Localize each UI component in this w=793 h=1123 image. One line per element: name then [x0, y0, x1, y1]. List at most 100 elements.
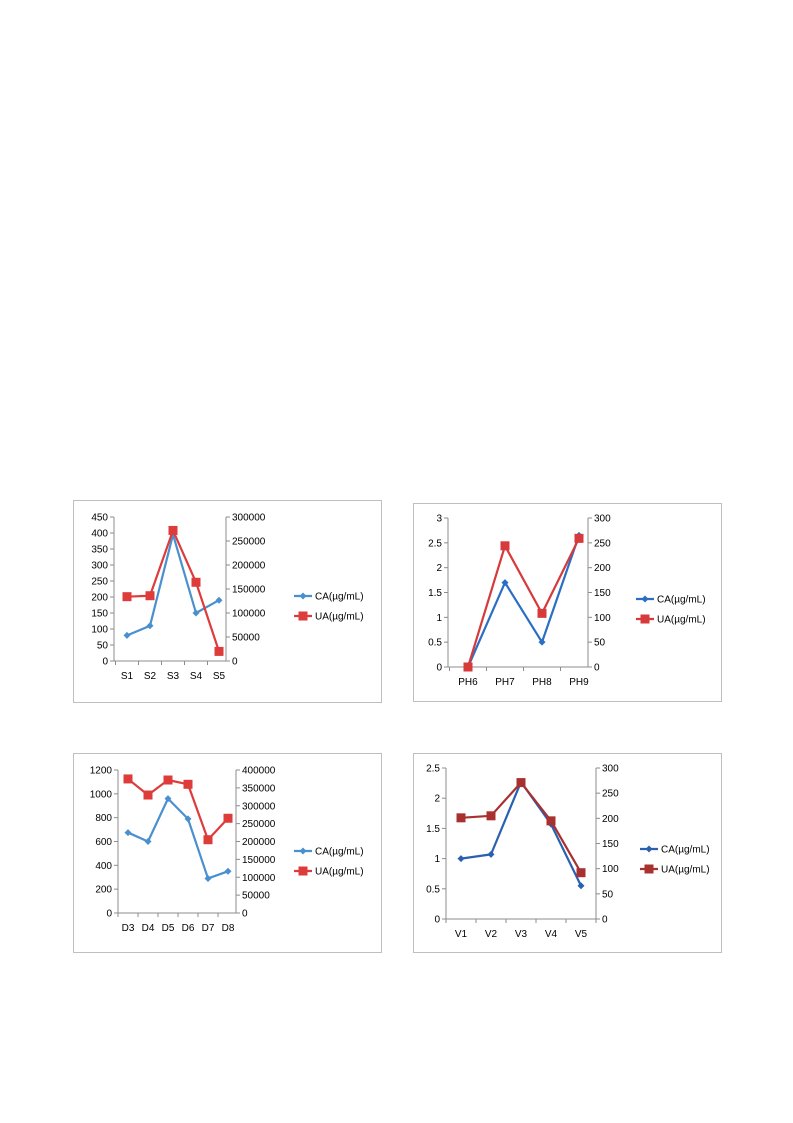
data-point-diamond — [224, 867, 232, 875]
x-tick-label: D7 — [202, 923, 215, 934]
left-tick-label: 0 — [436, 663, 442, 674]
series-line-left — [466, 535, 581, 668]
right-tick-label: 50000 — [232, 633, 260, 644]
left-tick-label: 200 — [91, 593, 108, 604]
data-point-square — [145, 591, 155, 601]
data-point-diamond — [538, 638, 546, 646]
legend-marker-diamond — [299, 592, 307, 600]
data-point-diamond — [487, 850, 495, 858]
legend-label: UA(µg/mL) — [315, 612, 364, 623]
data-point-diamond — [144, 838, 152, 845]
right-tick-label: 100000 — [232, 609, 266, 620]
left-tick-label: 50 — [97, 641, 109, 652]
data-point-square — [122, 592, 132, 602]
data-point-square — [143, 790, 153, 800]
right-tick-label: 100 — [594, 613, 611, 624]
legend-marker-diamond — [299, 847, 307, 855]
chart-s-svg: 0 50 100 150 200 250 300 350 400 450 0 50000 100000 1… — [91, 513, 364, 683]
data-point-square — [537, 608, 547, 618]
left-tick-label: 0.5 — [428, 638, 442, 649]
data-point-square — [203, 835, 213, 845]
data-point-diamond — [184, 815, 192, 823]
x-tick-label: V2 — [485, 929, 498, 940]
chart-v-svg: 0 0.5 1 1.5 2 2.5 0 50 100 150 200 250 300 V1 V2 V3 V4 V5… — [426, 764, 709, 941]
x-tick-label: PH7 — [495, 677, 515, 688]
legend-marker-square — [298, 611, 308, 621]
right-tick-label: 100000 — [242, 873, 276, 884]
chart-ph-panel: 0 0.5 1 1.5 2 2.5 3 0 50 100 150 200 250 300 PH6 PH7 PH8… — [413, 503, 722, 702]
right-tick-label: 300 — [594, 514, 611, 525]
series-line-right — [466, 537, 580, 668]
right-tick-label: 0 — [602, 915, 608, 926]
left-tick-label: 150 — [91, 609, 108, 620]
legend-marker-diamond — [641, 595, 649, 603]
right-tick-label: 50 — [594, 638, 606, 649]
legend-label: CA(µg/mL) — [657, 595, 706, 606]
data-point-square — [123, 774, 133, 784]
series-line-left — [126, 533, 220, 637]
x-tick-label: D6 — [182, 923, 195, 934]
left-tick-label: 1 — [436, 613, 442, 624]
left-tick-label: 2 — [434, 794, 440, 805]
x-tick-label: V4 — [545, 929, 558, 940]
data-point-diamond — [577, 882, 585, 890]
chart-d-svg: 0 200 400 600 800 1000 1200 0 50000 100000 150000 2… — [90, 766, 364, 935]
x-tick-label: S4 — [190, 671, 203, 682]
right-tick-label: 100 — [602, 864, 619, 875]
data-point-diamond — [146, 622, 154, 630]
right-tick-label: 200000 — [232, 561, 266, 572]
data-point-square — [546, 816, 556, 826]
right-tick-label: 400000 — [242, 766, 276, 777]
right-tick-label: 250 — [594, 538, 611, 549]
right-tick-label: 350000 — [242, 783, 276, 794]
data-point-square — [168, 525, 178, 535]
right-tick-label: 250 — [602, 789, 619, 800]
x-tick-label: V5 — [575, 929, 588, 940]
left-tick-label: 1000 — [90, 789, 113, 800]
right-tick-label: 150000 — [232, 585, 266, 596]
data-point-diamond — [164, 795, 172, 803]
x-tick-label: S3 — [167, 671, 180, 682]
data-point-square — [576, 868, 586, 878]
right-tick-label: 300000 — [242, 801, 276, 812]
legend-label: CA(µg/mL) — [315, 847, 364, 858]
x-tick-label: D3 — [122, 923, 135, 934]
left-tick-label: 2.5 — [426, 764, 440, 775]
right-tick-label: 150000 — [242, 855, 276, 866]
x-tick-label: V1 — [455, 929, 468, 940]
left-tick-label: 400 — [95, 861, 112, 872]
legend-label: CA(µg/mL) — [315, 592, 364, 603]
series-line-left — [127, 797, 229, 880]
data-point-diamond — [215, 596, 223, 604]
right-tick-label: 0 — [232, 657, 238, 668]
chart-s-panel: 0 50 100 150 200 250 300 350 400 450 0 50000 100000 1… — [73, 500, 382, 703]
left-tick-label: 250 — [91, 577, 108, 588]
x-tick-label: D4 — [142, 923, 155, 934]
series-line-right — [460, 781, 582, 874]
left-tick-label: 100 — [91, 625, 108, 636]
data-point-square — [516, 778, 526, 788]
right-tick-label: 200 — [602, 814, 619, 825]
x-tick-label: D5 — [162, 923, 175, 934]
left-tick-label: 1 — [434, 854, 440, 865]
chart-d-panel: 0 200 400 600 800 1000 1200 0 50000 100000 150000 2… — [73, 753, 382, 953]
data-point-diamond — [192, 609, 200, 617]
left-tick-label: 600 — [95, 837, 112, 848]
data-point-diamond — [123, 631, 131, 639]
data-point-square — [574, 533, 584, 543]
x-tick-label: PH9 — [569, 677, 589, 688]
series-line-right — [126, 529, 221, 652]
right-tick-label: 150 — [594, 588, 611, 599]
data-point-square — [183, 779, 193, 789]
right-tick-label: 200 — [594, 563, 611, 574]
chart-ph-svg: 0 0.5 1 1.5 2 2.5 3 0 50 100 150 200 250 300 PH6 PH7 PH8… — [428, 514, 706, 689]
right-tick-label: 300000 — [232, 513, 266, 524]
left-tick-label: 2.5 — [428, 538, 442, 549]
data-point-square — [456, 813, 466, 823]
x-tick-label: S2 — [144, 671, 157, 682]
right-tick-label: 0 — [242, 909, 248, 920]
x-tick-label: PH6 — [458, 677, 478, 688]
legend-marker-diamond — [645, 845, 653, 853]
legend-label: UA(µg/mL) — [657, 615, 706, 626]
legend-marker-square — [640, 614, 650, 624]
